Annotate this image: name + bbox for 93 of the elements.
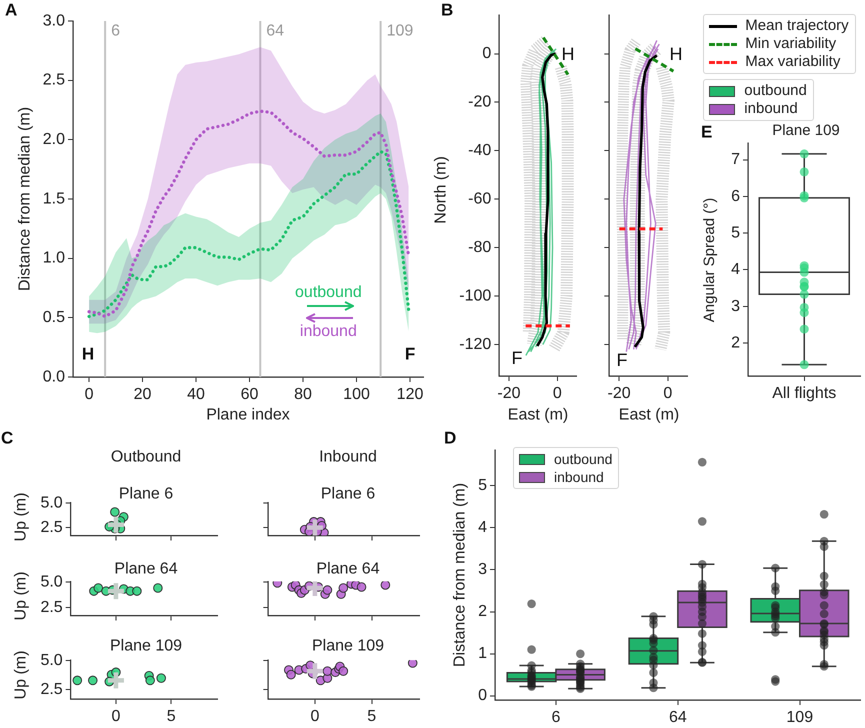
x-tick-label: 40 bbox=[187, 386, 206, 404]
y-tick-label: 2.0 bbox=[42, 131, 66, 148]
annotation: H bbox=[670, 44, 682, 64]
x-tick-label: 0 bbox=[84, 386, 94, 404]
annotation: H bbox=[562, 44, 574, 64]
x-tick-label: 60 bbox=[240, 386, 259, 404]
y-tick-label: 5.0 bbox=[40, 652, 63, 670]
x-tick-label: 120 bbox=[396, 386, 424, 404]
y-axis-title: Distance from median (m) bbox=[451, 482, 468, 668]
y-tick-label: 4 bbox=[478, 519, 488, 536]
y-tick-label: 2.5 bbox=[40, 519, 63, 536]
legend-label: inbound bbox=[744, 100, 798, 118]
y-tick-label: 7 bbox=[731, 151, 740, 168]
y-tick-label: 0 bbox=[482, 45, 492, 62]
x-tick-label: 0 bbox=[552, 385, 562, 402]
annotation: F bbox=[404, 344, 416, 364]
y-tick-label: -60 bbox=[468, 190, 492, 208]
x-tick-label: 20 bbox=[134, 386, 152, 404]
y-tick-label: 2.5 bbox=[42, 72, 66, 89]
y-tick-label: 5 bbox=[731, 224, 740, 242]
legend-label: Mean trajectory bbox=[745, 17, 849, 35]
y-tick-label: 1 bbox=[478, 645, 488, 662]
ref-line-label: 109 bbox=[386, 22, 414, 40]
text: D bbox=[444, 428, 456, 448]
y-axis-title: Angular Spread (°) bbox=[701, 198, 718, 322]
y-tick-label: 5.0 bbox=[40, 494, 63, 512]
text: C bbox=[1, 428, 14, 448]
x-tick-label: 5 bbox=[166, 708, 176, 726]
chart-title: Plane 64 bbox=[316, 560, 380, 578]
y-tick-label: 3 bbox=[731, 298, 740, 315]
y-tick-label: 1.0 bbox=[42, 250, 66, 267]
x-tick-label: 0 bbox=[663, 385, 672, 402]
ref-line-label: 6 bbox=[111, 22, 120, 40]
y-tick-label: -40 bbox=[468, 142, 492, 160]
annotation: F bbox=[616, 350, 628, 370]
x-tick-label: 100 bbox=[343, 386, 370, 404]
legend-label: inbound bbox=[298, 323, 358, 341]
legend-label: outbound bbox=[744, 82, 807, 100]
y-tick-label: 0 bbox=[478, 687, 488, 704]
y-axis-title: Distance from median (m) bbox=[16, 106, 34, 292]
x-axis-title: East (m) bbox=[618, 406, 680, 424]
y-axis-title: North (m) bbox=[432, 156, 450, 224]
legend-label: inbound bbox=[554, 468, 604, 486]
chart-title: Plane 109 bbox=[110, 637, 182, 654]
y-tick-label: -120 bbox=[459, 336, 492, 353]
y-tick-label: 4 bbox=[731, 261, 740, 278]
text: B bbox=[441, 0, 454, 20]
x-tick-label: 109 bbox=[786, 709, 814, 726]
text: outbound bbox=[294, 284, 363, 302]
chart-subtitle: Plane 6 bbox=[118, 485, 174, 502]
y-tick-label: 1.5 bbox=[42, 190, 66, 208]
y-tick-label: -80 bbox=[468, 238, 492, 256]
y-axis-title: Up (m) bbox=[12, 572, 30, 620]
y-tick-label: 2 bbox=[478, 603, 488, 620]
x-tick-label: 0 bbox=[112, 708, 120, 726]
x-tick-label: 6 bbox=[551, 709, 560, 726]
y-tick-label: 5.0 bbox=[40, 573, 63, 590]
legend-label: Max variability bbox=[745, 53, 840, 71]
y-tick-label: -100 bbox=[459, 287, 492, 304]
chart-subtitle: Plane 6 bbox=[320, 485, 376, 502]
ref-line-label: 64 bbox=[266, 22, 284, 40]
chart-title: Plane 64 bbox=[114, 560, 178, 578]
y-axis-title: Up (m) bbox=[12, 492, 30, 542]
text: A bbox=[5, 0, 18, 20]
x-tick-label: -20 bbox=[497, 385, 521, 402]
chart-title: Outbound bbox=[110, 448, 182, 466]
x-axis-title: East (m) bbox=[508, 406, 568, 424]
x-tick-label: 5 bbox=[367, 708, 376, 726]
y-tick-label: 2 bbox=[731, 334, 740, 352]
chart-title: Plane 109 bbox=[772, 122, 840, 140]
y-axis-title: Up (m) bbox=[12, 650, 30, 700]
chart-title: Inbound bbox=[319, 448, 377, 466]
x-tick-label: All flights bbox=[772, 385, 836, 402]
y-tick-label: -20 bbox=[468, 94, 492, 111]
y-tick-label: 2.5 bbox=[40, 598, 63, 616]
y-tick-label: 5 bbox=[478, 477, 488, 494]
y-tick-label: 3.0 bbox=[42, 12, 66, 30]
y-tick-label: 2.5 bbox=[40, 681, 63, 698]
x-tick-label: -20 bbox=[607, 385, 631, 402]
x-tick-label: 0 bbox=[310, 708, 320, 726]
y-tick-label: 0.0 bbox=[42, 368, 66, 386]
y-tick-label: 3 bbox=[478, 561, 488, 578]
y-tick-label: 6 bbox=[731, 188, 740, 205]
x-tick-label: 80 bbox=[294, 386, 312, 404]
x-tick-label: 64 bbox=[668, 709, 687, 726]
y-tick-label: 0.5 bbox=[42, 309, 66, 326]
text: E bbox=[701, 122, 712, 142]
chart-title: Plane 109 bbox=[312, 637, 384, 654]
annotation: H bbox=[82, 344, 94, 364]
x-axis-title: Plane index bbox=[206, 406, 290, 424]
annotation: F bbox=[512, 348, 522, 368]
legend-label: outbound bbox=[554, 450, 612, 468]
legend-label: Min variability bbox=[745, 35, 836, 53]
